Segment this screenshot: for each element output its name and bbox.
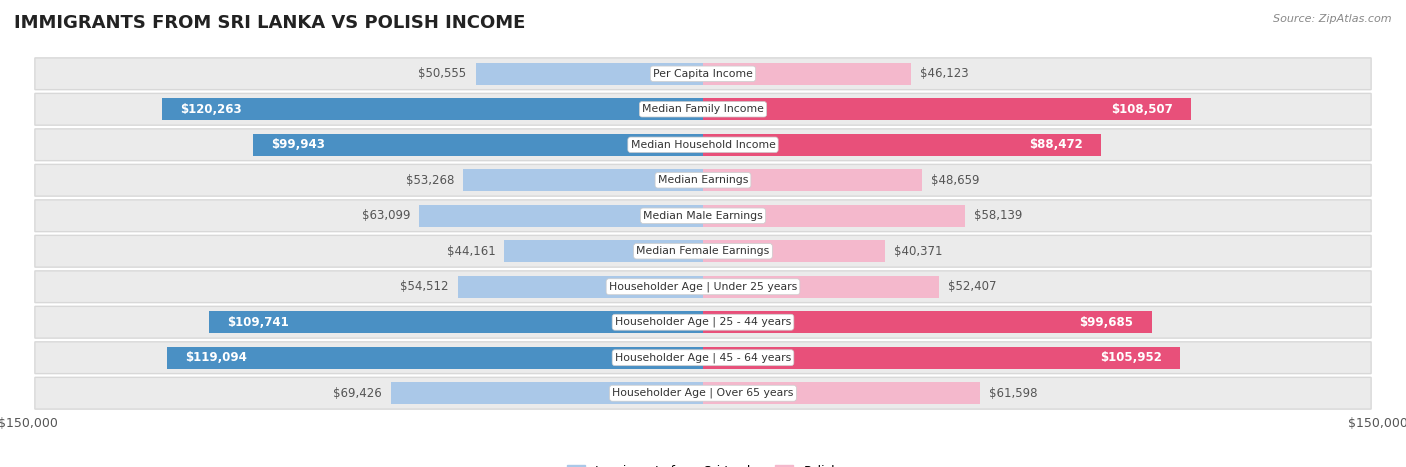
Bar [391, 382, 703, 404]
Text: $46,123: $46,123 [920, 67, 969, 80]
Text: $105,952: $105,952 [1099, 351, 1161, 364]
Text: $61,598: $61,598 [990, 387, 1038, 400]
FancyBboxPatch shape [35, 129, 1371, 161]
Bar [162, 98, 703, 120]
FancyBboxPatch shape [35, 342, 1371, 374]
Bar [703, 240, 884, 262]
Text: IMMIGRANTS FROM SRI LANKA VS POLISH INCOME: IMMIGRANTS FROM SRI LANKA VS POLISH INCO… [14, 14, 526, 32]
Text: Median Earnings: Median Earnings [658, 175, 748, 185]
Text: $99,685: $99,685 [1080, 316, 1133, 329]
Bar [703, 276, 939, 298]
Text: $69,426: $69,426 [333, 387, 381, 400]
Text: Median Household Income: Median Household Income [630, 140, 776, 150]
Text: Median Family Income: Median Family Income [643, 104, 763, 114]
FancyBboxPatch shape [35, 271, 1371, 303]
Text: $54,512: $54,512 [401, 280, 449, 293]
FancyBboxPatch shape [35, 164, 1371, 196]
Bar [419, 205, 703, 227]
Bar [703, 205, 965, 227]
Text: Householder Age | Under 25 years: Householder Age | Under 25 years [609, 282, 797, 292]
Bar [167, 347, 703, 369]
Bar [475, 63, 703, 85]
Text: $52,407: $52,407 [948, 280, 997, 293]
Text: $44,161: $44,161 [447, 245, 495, 258]
Bar [505, 240, 703, 262]
Text: Median Female Earnings: Median Female Earnings [637, 246, 769, 256]
Bar [209, 311, 703, 333]
Bar [703, 347, 1180, 369]
Text: Median Male Earnings: Median Male Earnings [643, 211, 763, 221]
Bar [458, 276, 703, 298]
Legend: Immigrants from Sri Lanka, Polish: Immigrants from Sri Lanka, Polish [561, 460, 845, 467]
Text: $40,371: $40,371 [894, 245, 942, 258]
Text: $108,507: $108,507 [1112, 103, 1173, 116]
Bar [464, 169, 703, 191]
Text: Householder Age | 45 - 64 years: Householder Age | 45 - 64 years [614, 353, 792, 363]
Text: $99,943: $99,943 [271, 138, 325, 151]
FancyBboxPatch shape [35, 200, 1371, 232]
FancyBboxPatch shape [35, 93, 1371, 125]
Text: Householder Age | 25 - 44 years: Householder Age | 25 - 44 years [614, 317, 792, 327]
Text: $63,099: $63,099 [361, 209, 411, 222]
Text: Source: ZipAtlas.com: Source: ZipAtlas.com [1274, 14, 1392, 24]
Bar [703, 382, 980, 404]
Text: $50,555: $50,555 [419, 67, 467, 80]
Bar [703, 311, 1152, 333]
Bar [703, 63, 911, 85]
Text: $120,263: $120,263 [180, 103, 242, 116]
Bar [703, 134, 1101, 156]
Bar [703, 169, 922, 191]
Text: $109,741: $109,741 [228, 316, 290, 329]
Bar [703, 98, 1191, 120]
FancyBboxPatch shape [35, 235, 1371, 267]
Text: $88,472: $88,472 [1029, 138, 1083, 151]
Bar [253, 134, 703, 156]
FancyBboxPatch shape [35, 306, 1371, 338]
FancyBboxPatch shape [35, 58, 1371, 90]
Text: $58,139: $58,139 [973, 209, 1022, 222]
Text: $53,268: $53,268 [406, 174, 454, 187]
Text: Householder Age | Over 65 years: Householder Age | Over 65 years [612, 388, 794, 398]
Text: Per Capita Income: Per Capita Income [652, 69, 754, 79]
Text: $48,659: $48,659 [931, 174, 980, 187]
FancyBboxPatch shape [35, 377, 1371, 409]
Text: $119,094: $119,094 [186, 351, 247, 364]
